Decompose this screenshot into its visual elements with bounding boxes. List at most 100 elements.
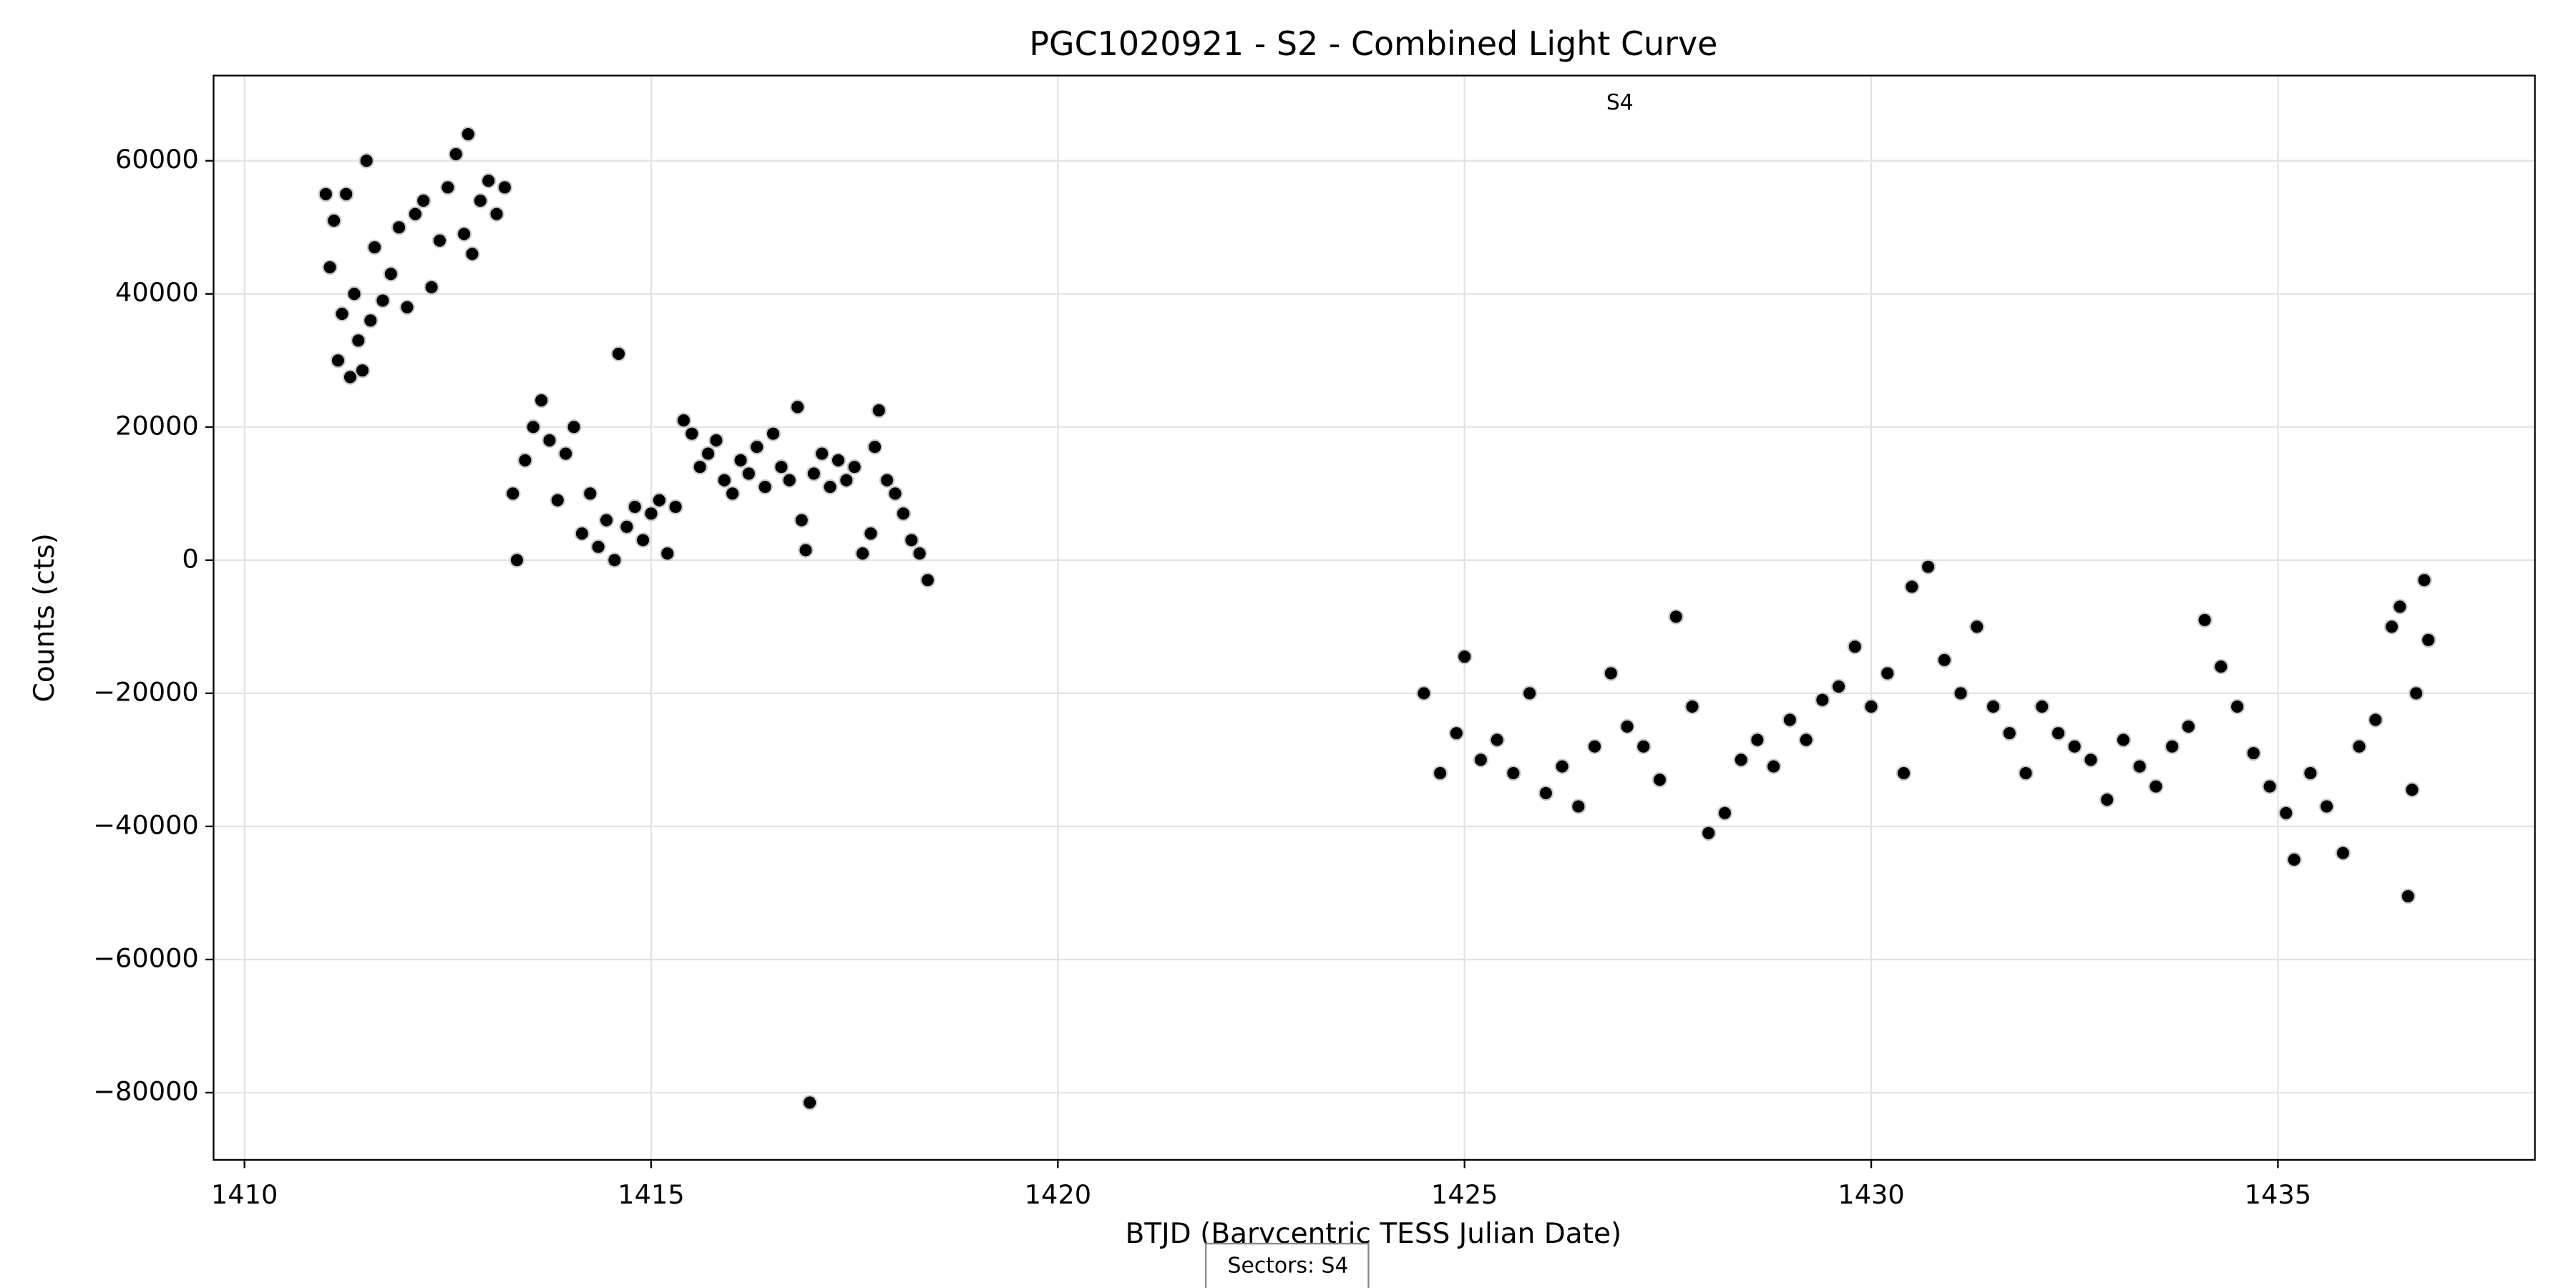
data-point [708, 432, 724, 449]
data-point [733, 452, 748, 469]
plot-frame [213, 74, 2536, 1161]
data-point [2213, 658, 2229, 675]
data-point [798, 542, 814, 558]
data-point [700, 446, 716, 462]
data-point [814, 446, 830, 462]
data-point [1896, 765, 1912, 781]
data-point [2286, 852, 2302, 868]
data-point [1668, 609, 1684, 625]
sector-annotation: S4 [1606, 90, 1634, 115]
data-point [1733, 752, 1749, 768]
data-point [1554, 758, 1570, 774]
data-point [509, 552, 525, 568]
data-point [472, 192, 489, 209]
data-point [887, 485, 903, 502]
data-point [854, 545, 871, 562]
data-point [2229, 698, 2245, 715]
data-point [1416, 686, 1432, 701]
data-point [635, 532, 651, 548]
data-point [863, 525, 879, 542]
data-point [607, 552, 623, 568]
data-point [684, 426, 700, 441]
data-point [847, 459, 862, 475]
data-point [2180, 718, 2197, 735]
data-point [1619, 718, 1635, 735]
data-point [659, 545, 675, 562]
data-point [692, 459, 708, 475]
data-point [741, 466, 757, 482]
data-point [895, 505, 912, 522]
data-point [2132, 758, 2147, 774]
data-point [724, 485, 741, 502]
x-tick-label: 1420 [1025, 1179, 1091, 1210]
data-point [326, 213, 342, 229]
data-point [1684, 698, 1700, 715]
data-point [2404, 781, 2420, 798]
data-point [1717, 805, 1733, 821]
data-point [383, 266, 399, 282]
y-axis-label: Counts (cts) [29, 533, 61, 702]
data-point [748, 439, 765, 455]
data-point [879, 472, 895, 488]
data-point [822, 479, 838, 495]
data-point [1880, 665, 1896, 681]
data-point [2384, 619, 2400, 635]
y-tick-label: 60000 [115, 144, 199, 175]
data-point [2408, 686, 2424, 701]
data-point [330, 352, 346, 369]
data-point [598, 512, 615, 528]
data-point [2278, 805, 2294, 821]
data-point [1456, 648, 1473, 665]
data-point [1863, 698, 1879, 715]
data-point [668, 499, 683, 515]
data-point [2148, 779, 2164, 794]
y-tick-label: 40000 [115, 277, 199, 308]
data-point [2416, 572, 2432, 588]
data-point [1798, 732, 1814, 748]
data-point [338, 186, 354, 202]
data-point [1985, 698, 2001, 715]
data-point [2400, 888, 2416, 904]
data-point [415, 192, 431, 209]
y-tick-label: −80000 [93, 1075, 199, 1106]
data-point [643, 505, 659, 522]
data-point [1473, 752, 1489, 768]
data-point [619, 519, 635, 535]
x-tick-label: 1415 [618, 1179, 684, 1210]
data-point [1969, 619, 1985, 635]
y-tick-label: −20000 [93, 676, 199, 707]
data-point [2262, 779, 2278, 794]
data-point [542, 432, 557, 449]
data-point [774, 459, 789, 475]
data-point [789, 399, 806, 415]
data-point [448, 146, 464, 162]
data-point [1521, 686, 1538, 701]
data-point [919, 572, 936, 588]
data-point [582, 485, 598, 502]
data-point [1603, 665, 1619, 681]
data-point [2303, 765, 2318, 781]
data-point [2115, 732, 2132, 748]
data-point [830, 452, 847, 469]
data-point [1700, 825, 1717, 841]
data-point [550, 492, 566, 508]
data-point [424, 279, 439, 296]
data-point [346, 286, 362, 302]
data-point [765, 426, 781, 441]
data-point [557, 446, 574, 462]
data-point [867, 439, 883, 455]
x-tick-label: 1430 [1838, 1179, 1904, 1210]
data-point [1953, 686, 1968, 701]
data-point [351, 333, 366, 348]
data-point [566, 419, 582, 435]
data-point [839, 472, 854, 488]
data-point [1571, 799, 1586, 814]
legend-box [1205, 1242, 1370, 1288]
data-point [525, 419, 541, 435]
data-point [318, 186, 334, 202]
legend-text: Sectors: S4 [1228, 1254, 1349, 1279]
data-point [533, 392, 550, 409]
data-point [2420, 632, 2436, 648]
